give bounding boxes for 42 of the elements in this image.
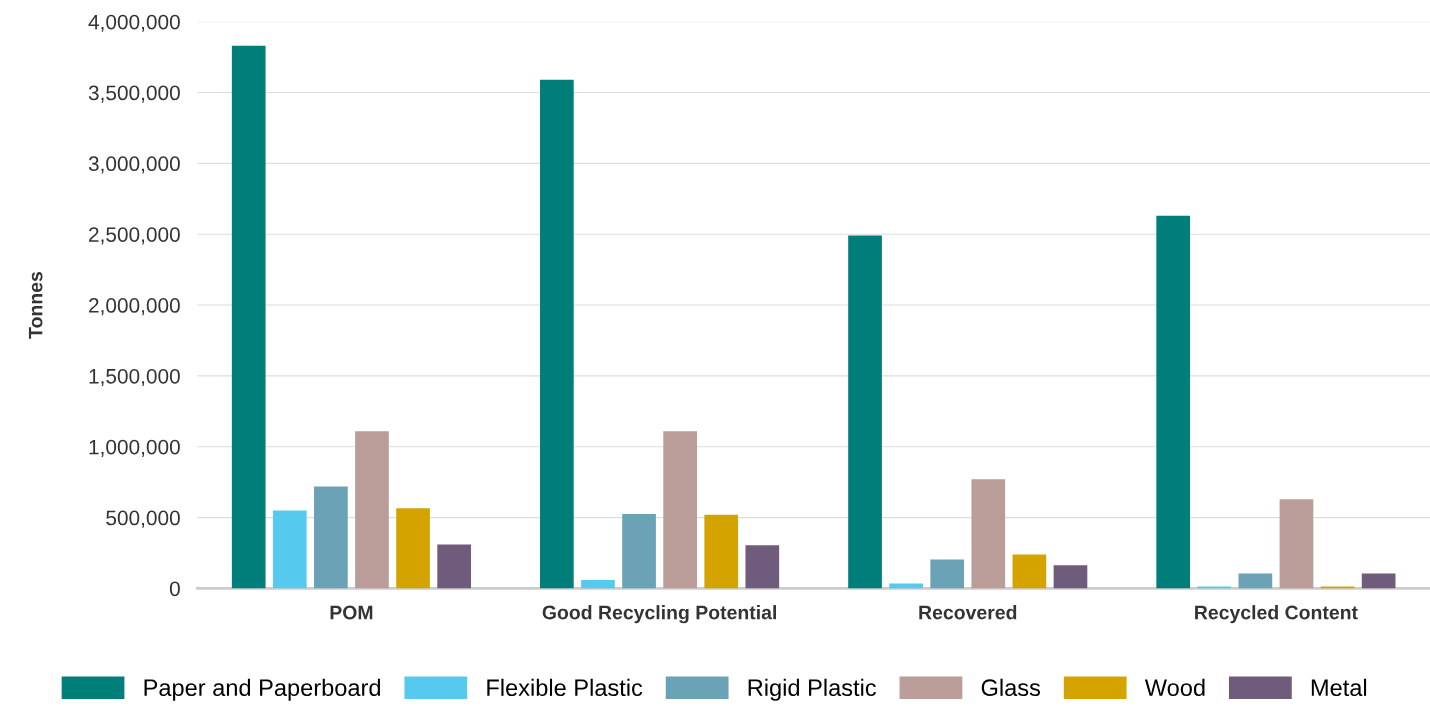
bar [1053, 565, 1088, 589]
y-tick-label: 3,000,000 [88, 156, 180, 174]
bar [437, 544, 471, 589]
bar [971, 479, 1006, 589]
bar [1279, 499, 1314, 589]
bar [581, 579, 615, 589]
bar [889, 583, 923, 589]
bar [745, 545, 780, 589]
y-tick-label: 3,500,000 [88, 85, 180, 103]
bar [314, 486, 348, 589]
bar [272, 510, 307, 589]
y-tick-label: 0 [169, 581, 180, 597]
y-tick-label: 500,000 [106, 510, 180, 528]
y-tick-label: 4,000,000 [88, 14, 180, 32]
bar [1012, 554, 1047, 589]
bar [704, 514, 739, 589]
x-tick-label: Good Recycling Potential [542, 605, 776, 624]
legend-label: Wood [1144, 678, 1205, 697]
y-tick-label: 2,000,000 [89, 298, 180, 316]
bar [1238, 573, 1273, 589]
bar [930, 559, 965, 589]
legend-label: Glass [981, 678, 1041, 697]
bar [396, 508, 430, 589]
y-tick-label: 1,000,000 [89, 439, 180, 457]
legend-label: Flexible Plastic [487, 678, 643, 697]
legend-label: Paper and Paperboard [144, 678, 381, 701]
bar [622, 514, 656, 589]
bar [1361, 573, 1396, 589]
legend-label: Rigid Plastic [748, 678, 877, 701]
bar [355, 431, 389, 589]
y-axis-title: Tonnes [28, 271, 43, 339]
y-tick-label: 1,500,000 [89, 368, 180, 387]
y-tick-label: 2,500,000 [89, 227, 180, 245]
bar [540, 79, 574, 589]
bar [231, 45, 266, 589]
bar [663, 431, 697, 589]
legend-label: Metal [1311, 678, 1367, 697]
bar [848, 235, 882, 589]
bar [1156, 215, 1191, 589]
x-tick-label: Recycled Content [1195, 605, 1358, 624]
x-tick-label: POM [330, 605, 373, 620]
x-tick-label: Recovered [919, 605, 1017, 620]
